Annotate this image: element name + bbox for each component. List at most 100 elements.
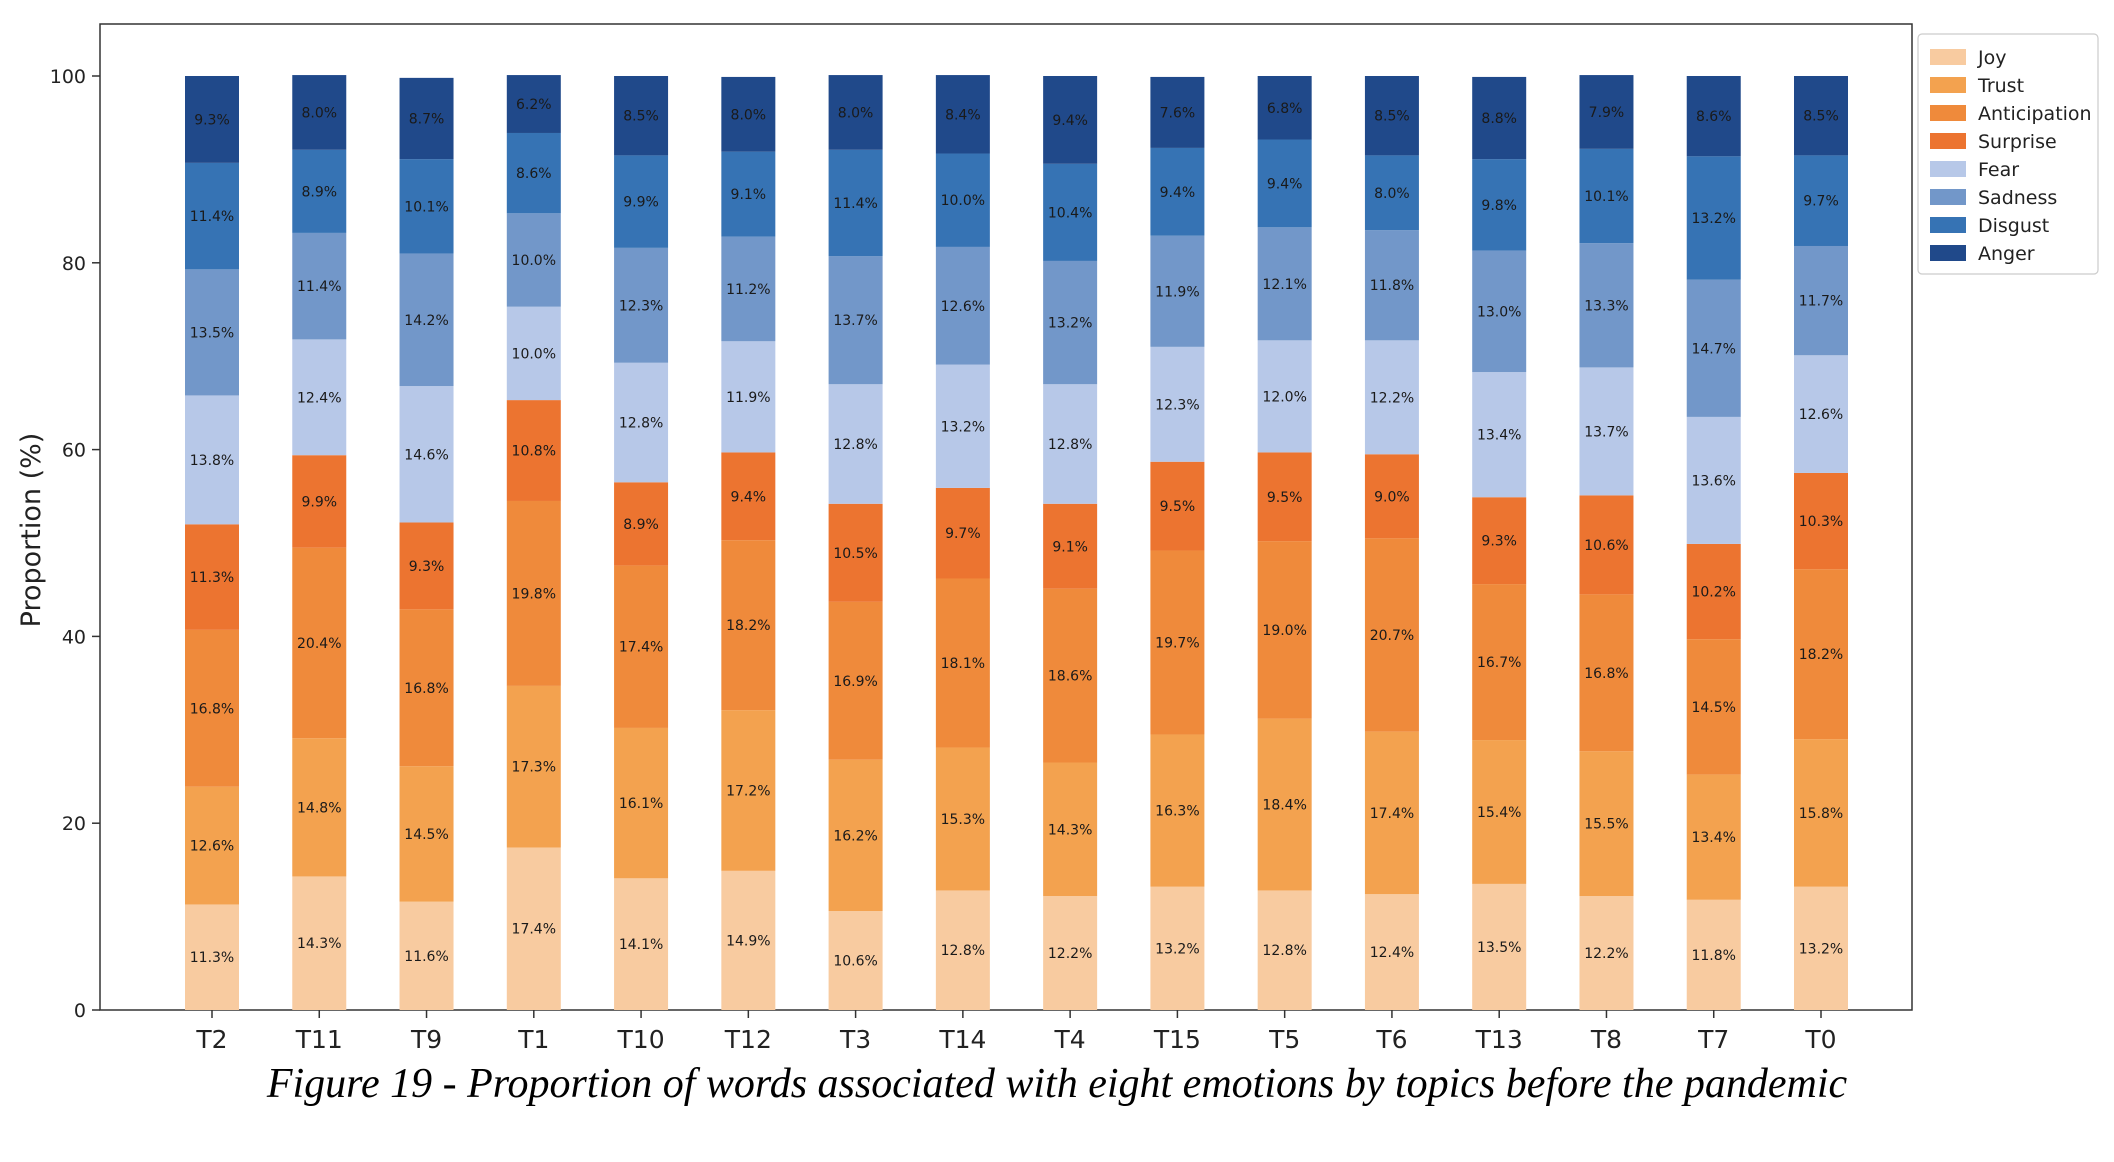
bar-segment-surprise-t8 <box>1579 495 1634 595</box>
data-label: 11.9% <box>726 390 770 406</box>
bar-segment-anger-t13 <box>1472 76 1527 160</box>
data-label: 13.7% <box>833 313 877 329</box>
bar-segment-fear-t15 <box>1150 346 1205 462</box>
legend-label: Trust <box>1977 75 2024 97</box>
bar-segment-fear-t10 <box>614 362 669 483</box>
data-label: 11.7% <box>1799 294 1843 310</box>
data-label: 14.5% <box>404 827 448 843</box>
bar-segment-anticipation-t13 <box>1472 584 1527 741</box>
bar-segment-joy-t14 <box>935 890 990 1010</box>
data-label: 9.3% <box>194 112 230 128</box>
bar-segment-anger-t15 <box>1150 76 1205 148</box>
data-label: 18.2% <box>1799 647 1843 663</box>
data-label: 13.2% <box>1691 211 1735 227</box>
x-tick-label: T7 <box>1697 1025 1729 1054</box>
bar-segment-anger-t5 <box>1257 76 1312 140</box>
bar-segment-trust-t7 <box>1686 774 1741 900</box>
data-label: 9.4% <box>1160 185 1196 201</box>
data-label: 12.8% <box>1048 437 1092 453</box>
data-label: 11.4% <box>833 196 877 212</box>
data-label: 9.8% <box>1481 198 1517 214</box>
bar-segment-anticipation-t7 <box>1686 639 1741 775</box>
data-label: 13.6% <box>1691 473 1735 489</box>
bar-segment-anger-t3 <box>828 75 883 150</box>
data-label: 8.0% <box>1374 186 1410 202</box>
bar-segment-disgust-t7 <box>1686 156 1741 280</box>
data-label: 9.4% <box>1052 113 1088 129</box>
data-label: 17.4% <box>1370 806 1414 822</box>
legend-label: Disgust <box>1978 215 2049 237</box>
x-tick-label: T3 <box>839 1025 871 1054</box>
bar-segment-sadness-t12 <box>721 236 776 342</box>
data-label: 16.8% <box>1584 666 1628 682</box>
x-tick-label: T5 <box>1268 1025 1300 1054</box>
bar-segment-surprise-t3 <box>828 503 883 602</box>
bar-segment-anticipation-t11 <box>292 547 347 739</box>
data-label: 13.3% <box>1584 298 1628 314</box>
bar-segment-joy-t4 <box>1043 896 1098 1010</box>
bar-segment-trust-t9 <box>399 766 454 902</box>
data-label: 9.1% <box>731 187 767 203</box>
bar-segment-anger-t7 <box>1686 76 1741 157</box>
bar-segment-fear-t0 <box>1794 355 1848 473</box>
data-label: 9.9% <box>623 195 659 211</box>
bar-segment-anger-t14 <box>935 75 990 154</box>
bar-segment-surprise-t14 <box>935 487 990 579</box>
data-label: 10.2% <box>1691 585 1735 601</box>
bar-segment-anticipation-t6 <box>1364 538 1419 732</box>
bar-segment-sadness-t7 <box>1686 279 1741 417</box>
y-axis: 0 20 40 60 80 100 <box>50 66 100 1022</box>
legend-label: Surprise <box>1978 131 2057 153</box>
data-label: 12.4% <box>1370 945 1414 961</box>
data-label: 9.3% <box>409 559 445 575</box>
bar-segment-joy-t7 <box>1686 899 1741 1010</box>
bar-segment-joy-t11 <box>292 876 347 1010</box>
bar-segment-joy-t12 <box>721 870 776 1010</box>
data-label: 10.1% <box>1584 189 1628 205</box>
data-label: 11.3% <box>190 950 234 966</box>
data-label: 14.6% <box>404 447 448 463</box>
data-label: 10.6% <box>833 953 877 969</box>
bar-segment-disgust-t9 <box>399 159 454 254</box>
bar-segment-fear-t4 <box>1043 384 1098 504</box>
bar-segment-anticipation-t1 <box>506 500 561 686</box>
bar-segment-disgust-t3 <box>828 149 883 257</box>
data-label: 11.2% <box>726 282 770 298</box>
bar-segment-fear-t2 <box>185 395 239 525</box>
segment-labels-layer: 11.3% 12.6% 16.8% 11.3% 13.8% 13.5% 11.4% 9.3% 1… <box>190 97 1843 969</box>
data-label: 8.5% <box>1374 109 1410 125</box>
bar-segment-sadness-t4 <box>1043 260 1098 385</box>
data-label: 15.3% <box>941 812 985 828</box>
data-label: 16.1% <box>619 796 663 812</box>
bar-segment-sadness-t11 <box>292 232 347 340</box>
bar-segment-disgust-t4 <box>1043 163 1098 261</box>
bar-segment-trust-t10 <box>614 727 669 879</box>
legend-box <box>1917 33 2099 275</box>
bar-segment-fear-t13 <box>1472 372 1527 498</box>
bar-segment-trust-t1 <box>506 685 561 848</box>
data-label: 14.3% <box>297 936 341 952</box>
data-label: 12.2% <box>1584 946 1628 962</box>
bar-segment-anger-t6 <box>1364 76 1419 156</box>
data-label: 13.2% <box>1048 316 1092 332</box>
x-tick-label: T12 <box>724 1025 772 1054</box>
y-tick-label: 20 <box>62 813 86 835</box>
bar-segment-sadness-t3 <box>828 256 883 385</box>
data-label: 14.7% <box>1691 341 1735 357</box>
data-label: 20.7% <box>1370 628 1414 644</box>
bar-segment-anticipation-t12 <box>721 540 776 711</box>
bar-segment-sadness-t10 <box>614 247 669 363</box>
data-label: 10.3% <box>1799 514 1843 530</box>
y-tick-label: 40 <box>62 626 86 648</box>
data-label: 8.0% <box>731 107 767 123</box>
plot-frame <box>99 23 1913 1011</box>
bar-segment-fear-t11 <box>292 339 347 456</box>
data-label: 14.1% <box>619 937 663 953</box>
y-tick-label: 100 <box>50 66 86 88</box>
legend-swatch <box>1930 161 1966 177</box>
data-label: 9.5% <box>1267 490 1303 506</box>
bar-segment-sadness-t1 <box>506 213 561 307</box>
bar-segment-joy-t10 <box>614 878 669 1010</box>
bar-segment-anger-t9 <box>399 77 454 160</box>
bar-segment-disgust-t8 <box>1579 148 1634 244</box>
